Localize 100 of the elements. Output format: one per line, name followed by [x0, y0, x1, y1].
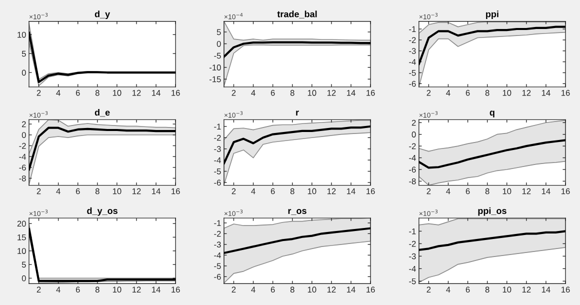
y-tick-label: -3 [409, 253, 416, 260]
y-tick-label: 0 [412, 132, 416, 138]
x-tick-label: 10 [112, 188, 122, 194]
x-tick-label: 8 [95, 188, 100, 194]
x-tick-label: 14 [152, 286, 160, 292]
y-tick-label: -15 [210, 76, 221, 82]
x-tick-label: 6 [270, 90, 275, 96]
y-tick-label: 5 [22, 50, 26, 57]
chart-title: d_y [94, 10, 110, 20]
y-tick-label: 20 [17, 220, 26, 227]
x-tick-label: 8 [95, 90, 100, 96]
y-tick-label: -10 [210, 64, 221, 70]
x-tick-label: 6 [270, 188, 275, 194]
y-tick-label: -4 [409, 155, 416, 161]
y-tick-label: 0 [216, 40, 221, 47]
x-tick-label: 8 [485, 286, 490, 293]
x-tick-label: 16 [172, 188, 180, 194]
y-tick-label: 2 [22, 121, 26, 128]
y-tick-label: -5 [214, 168, 221, 174]
y-tick-label: -4 [409, 266, 416, 272]
x-tick-label: 16 [562, 286, 570, 293]
x-tick-label: 10 [308, 90, 316, 96]
x-tick-label: 2 [426, 286, 431, 292]
x-tick-label: 6 [76, 286, 80, 293]
y-tick-label: -6 [409, 166, 416, 173]
x-tick-label: 16 [562, 188, 570, 194]
y-tick-label: -3 [409, 48, 416, 54]
x-tick-label: 8 [290, 286, 294, 293]
chart-title: ppi [486, 10, 498, 20]
chart-title: trade_bal [277, 10, 317, 18]
chart-title: d_e [94, 109, 110, 117]
y-tick-label: -2 [19, 142, 26, 149]
x-tick-label: 6 [466, 188, 470, 194]
x-tick-label: 10 [502, 90, 512, 96]
chart-title: r [296, 110, 299, 116]
x-tick-label: 14 [542, 90, 550, 96]
x-tick-label: 2 [232, 188, 236, 194]
x-tick-label: 4 [251, 90, 256, 96]
x-tick-label: 4 [446, 188, 450, 194]
y-tick-label: 10 [18, 32, 26, 38]
x-tick-label: 4 [251, 286, 256, 292]
y-tick-label: -1 [409, 26, 416, 32]
y-tick-label: -2 [214, 230, 221, 237]
x-tick-label: 6 [76, 90, 80, 96]
x-tick-label: 14 [347, 188, 356, 194]
y-tick-label: -5 [409, 70, 416, 76]
y-tick-label: 10 [18, 248, 26, 254]
x-tick-label: 6 [270, 286, 275, 293]
x-tick-label: 16 [366, 286, 375, 293]
x-tick-label: 6 [76, 188, 80, 194]
x-tick-label: 12 [327, 90, 336, 96]
x-tick-label: 2 [426, 188, 431, 194]
x-tick-label: 2 [36, 188, 41, 194]
x-tick-label: 12 [327, 188, 336, 194]
x-tick-label: 4 [446, 90, 450, 96]
x-tick-label: 10 [112, 286, 122, 293]
y-tick-label: -2 [409, 37, 416, 43]
x-tick-label: 16 [562, 90, 570, 96]
chart-title: r_os [288, 209, 306, 216]
x-tick-label: 14 [347, 286, 356, 292]
x-tick-label: 10 [502, 188, 512, 194]
y-tick-label: -6 [214, 274, 221, 280]
y-tick-label: -4 [214, 252, 221, 258]
y-tick-label: -8 [409, 178, 416, 184]
x-tick-label: 14 [542, 286, 550, 292]
x-tick-label: 2 [36, 286, 41, 292]
x-tick-label: 2 [232, 90, 236, 96]
x-tick-label: 16 [172, 286, 180, 293]
x-tick-label: 14 [347, 90, 356, 96]
x-tick-label: 8 [485, 188, 490, 194]
x-tick-label: 8 [290, 90, 294, 96]
x-tick-label: 14 [152, 90, 160, 96]
chart-title: ppi_os [478, 207, 506, 216]
x-tick-label: 12 [522, 90, 531, 96]
x-tick-label: 4 [251, 188, 256, 194]
x-tick-label: 4 [56, 188, 60, 194]
x-tick-label: 12 [132, 90, 141, 96]
y-tick-label: 0 [22, 275, 26, 282]
y-tick-label: -6 [214, 180, 221, 186]
x-tick-label: 16 [172, 90, 180, 96]
y-tick-label: -4 [214, 157, 221, 164]
x-tick-label: 8 [290, 188, 294, 194]
y-tick-label: -6 [19, 164, 26, 171]
x-tick-label: 4 [446, 286, 450, 292]
y-tick-label: -1 [214, 220, 221, 226]
y-tick-label: -4 [19, 154, 26, 160]
x-tick-label: 2 [232, 286, 236, 292]
x-tick-label: 12 [132, 188, 141, 194]
y-tick-label: -4 [409, 59, 416, 65]
y-tick-label: -6 [409, 80, 416, 87]
y-tick-label: -5 [409, 278, 416, 284]
x-tick-label: 12 [522, 188, 531, 194]
x-tick-label: 12 [522, 286, 531, 292]
y-tick-label: -8 [19, 175, 26, 182]
x-tick-label: 10 [308, 286, 316, 293]
x-tick-label: 10 [308, 188, 316, 194]
y-tick-label: -5 [214, 263, 221, 270]
x-tick-label: 14 [152, 188, 160, 194]
x-tick-label: 8 [485, 90, 490, 96]
chart-title: d_y_os [87, 207, 118, 216]
